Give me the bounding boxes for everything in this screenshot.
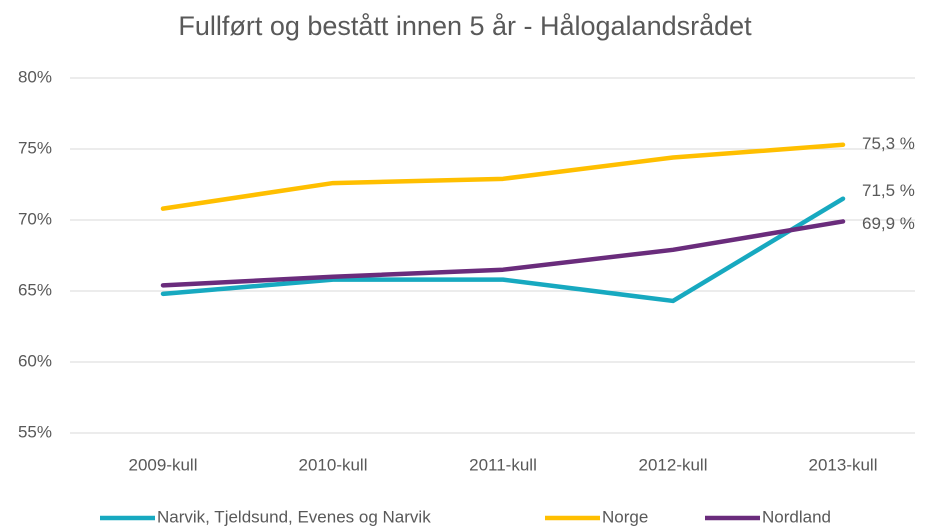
data-label: 75,3 % (862, 134, 915, 153)
data-label: 69,9 % (862, 214, 915, 233)
series-line (160, 196, 846, 304)
x-tick-label: 2011-kull (469, 455, 537, 474)
x-tick-label: 2010-kull (299, 455, 368, 474)
y-tick-label: 65% (18, 280, 52, 299)
x-tick-label: 2013-kull (809, 455, 878, 474)
legend-label: Nordland (762, 507, 831, 526)
y-tick-label: 70% (18, 209, 52, 228)
series-line (160, 219, 846, 288)
x-tick-label: 2009-kull (129, 455, 198, 474)
legend-label: Narvik, Tjeldsund, Evenes og Narvik (157, 507, 431, 526)
y-tick-label: 80% (18, 67, 52, 86)
y-tick-label: 60% (18, 351, 52, 370)
legend-label: Norge (602, 507, 648, 526)
chart-title: Fullført og bestått innen 5 år - Hålogal… (178, 11, 752, 41)
data-label: 71,5 % (862, 181, 915, 200)
y-tick-label: 75% (18, 138, 52, 157)
x-tick-label: 2012-kull (639, 455, 708, 474)
series-line (160, 142, 846, 211)
y-tick-label: 55% (18, 422, 52, 441)
